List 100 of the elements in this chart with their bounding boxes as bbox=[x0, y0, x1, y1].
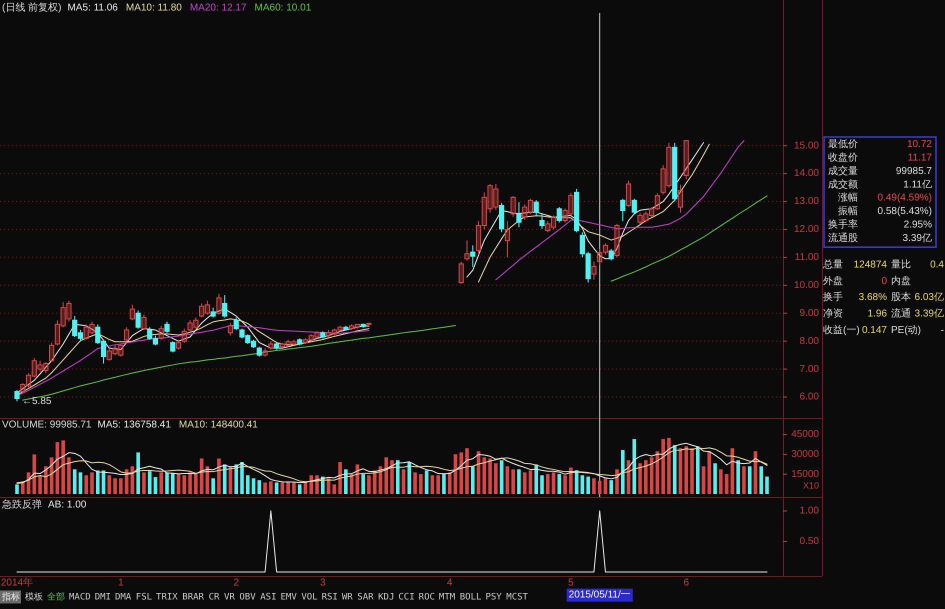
bar bbox=[615, 469, 619, 494]
candlestick bbox=[476, 220, 482, 256]
bar bbox=[194, 474, 198, 494]
bar bbox=[574, 470, 578, 494]
text: 全部 bbox=[47, 591, 65, 602]
candlestick bbox=[222, 294, 228, 318]
text: 流通股 bbox=[828, 232, 858, 244]
chart-title: VOLUME: 99985.71 bbox=[2, 420, 92, 431]
candlestick bbox=[643, 210, 648, 223]
bar bbox=[661, 439, 665, 494]
bar bbox=[280, 482, 284, 494]
bar bbox=[465, 448, 469, 494]
text: AB: 1.00 bbox=[48, 500, 87, 511]
y-tick-label: 9.00 bbox=[800, 308, 820, 319]
y-tick-label: 15.00 bbox=[794, 140, 820, 152]
candlestick bbox=[118, 343, 124, 358]
bar bbox=[522, 472, 526, 494]
bar bbox=[598, 480, 602, 494]
x-tick-label: 4 bbox=[446, 578, 453, 589]
text: 0.4 bbox=[930, 260, 944, 271]
candlestick bbox=[516, 202, 522, 228]
candlestick bbox=[678, 184, 684, 214]
candlestick bbox=[545, 220, 550, 233]
text: RSI bbox=[322, 592, 338, 602]
y-tick-label: 7.00 bbox=[800, 364, 820, 375]
bar bbox=[632, 439, 636, 494]
candlestick bbox=[534, 200, 539, 216]
bar bbox=[563, 475, 567, 494]
bar bbox=[130, 466, 134, 494]
bar bbox=[188, 472, 192, 494]
text: 3.68% bbox=[858, 292, 888, 304]
candlestick bbox=[256, 346, 262, 358]
text: BRAR bbox=[182, 592, 205, 602]
candlestick bbox=[487, 183, 493, 214]
bar bbox=[78, 472, 82, 494]
bar bbox=[96, 470, 100, 494]
bar bbox=[708, 451, 712, 494]
text: 涨幅 bbox=[838, 192, 858, 204]
text: 总量 bbox=[822, 258, 843, 271]
bar bbox=[604, 478, 608, 494]
bar bbox=[298, 484, 302, 494]
y-tick-label: 10.00 bbox=[794, 280, 820, 291]
bar bbox=[378, 466, 382, 494]
bar bbox=[154, 477, 158, 494]
bar bbox=[222, 464, 226, 494]
bar bbox=[488, 458, 492, 494]
text: OBV bbox=[239, 592, 256, 602]
text: 外盘 bbox=[823, 274, 843, 287]
bar bbox=[274, 482, 278, 494]
text: 振幅 bbox=[838, 205, 858, 218]
bar bbox=[367, 475, 371, 494]
bar bbox=[356, 464, 360, 494]
text: MA60: 10.01 bbox=[254, 2, 312, 14]
text: TRIX bbox=[156, 592, 178, 602]
text: 2.95% bbox=[904, 220, 932, 231]
bar bbox=[408, 462, 412, 494]
y-tick-label: 1.00 bbox=[800, 506, 820, 517]
text: MCST bbox=[506, 592, 529, 602]
text: CCI bbox=[398, 592, 415, 602]
text: BOLL bbox=[460, 592, 482, 602]
bar bbox=[338, 462, 342, 494]
text: VR bbox=[224, 592, 236, 602]
text: ROC bbox=[418, 592, 435, 602]
text: SAR bbox=[357, 592, 374, 602]
bar bbox=[200, 458, 204, 494]
bar bbox=[482, 457, 486, 494]
bar bbox=[638, 463, 642, 494]
candlestick bbox=[158, 325, 164, 340]
candlestick bbox=[493, 183, 498, 210]
bar bbox=[165, 472, 169, 494]
bar bbox=[626, 460, 630, 494]
candlestick bbox=[510, 195, 516, 218]
bar bbox=[263, 482, 267, 494]
candlestick bbox=[568, 192, 574, 216]
candlestick bbox=[14, 390, 20, 402]
chart-title: (日线 前复权) bbox=[2, 2, 62, 14]
bar bbox=[436, 475, 440, 494]
bar bbox=[736, 460, 740, 494]
bar bbox=[67, 457, 71, 494]
bar bbox=[724, 474, 728, 494]
bar bbox=[667, 438, 671, 494]
bar bbox=[217, 458, 221, 494]
y-tick-label: 30000 bbox=[791, 449, 820, 460]
candlestick bbox=[626, 180, 632, 208]
bar bbox=[540, 475, 544, 494]
candlestick bbox=[314, 330, 320, 339]
bar bbox=[442, 474, 446, 494]
bar bbox=[332, 484, 336, 494]
bar bbox=[252, 478, 256, 494]
text: 0 bbox=[881, 276, 888, 287]
bar bbox=[26, 472, 30, 494]
y-tick-label: 14.00 bbox=[794, 168, 820, 180]
bar bbox=[558, 474, 562, 494]
candlestick bbox=[187, 320, 193, 332]
bar bbox=[511, 469, 515, 494]
bar bbox=[170, 474, 175, 494]
candlestick bbox=[89, 321, 95, 335]
bar bbox=[258, 480, 262, 494]
candlestick bbox=[602, 242, 608, 256]
text: VOL bbox=[301, 592, 318, 602]
